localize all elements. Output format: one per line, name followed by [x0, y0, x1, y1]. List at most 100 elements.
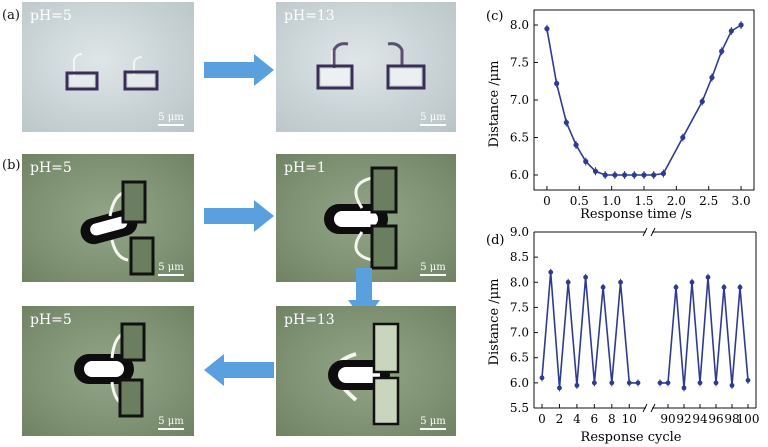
- chart-c-point: [651, 172, 657, 178]
- ph-label: pH=5: [30, 312, 72, 328]
- scale-label: 5 μm: [420, 262, 446, 273]
- chart-c-xtick-label: 2.5: [699, 194, 718, 208]
- chart-d-series-right-point: [721, 284, 727, 290]
- chart-c-xtick-label: 0.5: [570, 194, 589, 208]
- chart-c-panel-label: (c): [486, 9, 503, 24]
- chart-d-ytick-label: 5.5: [510, 401, 529, 415]
- chart-c-xtick-label: 0: [543, 194, 551, 208]
- chart-c: (c) Distance /μm Response time /s 0 0.5 1.…: [486, 9, 755, 222]
- chart-d-series-right-point: [705, 274, 711, 280]
- chart-d-xtick-label: 92: [676, 412, 691, 426]
- chart-c-point: [660, 170, 667, 177]
- chart-d-xtick-label: 98: [724, 412, 739, 426]
- chart-d-series-right-point: [697, 380, 703, 386]
- ph-label: pH=13: [284, 8, 335, 24]
- chart-c-ytick-label: 7.5: [510, 56, 529, 70]
- microstructure-drawing: [65, 53, 159, 91]
- chart-c-point: [583, 158, 589, 165]
- chart-c-ylabel: Distance /μm: [487, 61, 502, 148]
- chart-d-series-left-point: [600, 284, 606, 290]
- chart-d-xtick-label: 100: [737, 412, 760, 426]
- chart-c-point: [680, 134, 686, 141]
- chart-d-break-mark: [650, 403, 656, 413]
- micrograph-b-top-right: pH=1 5 μm: [276, 154, 456, 282]
- chart-d-series-left-point: [548, 269, 554, 275]
- scale-bar: 5 μm: [158, 112, 184, 126]
- scale-label: 5 μm: [158, 112, 184, 123]
- chart-d-series-left-point: [609, 380, 615, 386]
- chart-c-point: [602, 172, 608, 178]
- chart-d-series-left-point: [583, 274, 589, 280]
- chart-c-point: [709, 74, 715, 81]
- scale-label: 5 μm: [158, 416, 184, 427]
- chart-d-series-right-point: [729, 382, 735, 388]
- chart-d-ytick-label: 6.0: [510, 376, 529, 390]
- chart-d-series-left-point: [591, 380, 597, 386]
- chart-d-series-right-point: [713, 380, 719, 386]
- micrograph-b-bottom-right: pH=13 5 μm: [276, 306, 456, 436]
- chart-d: (d) Distance /μm Response cycle 5.5 6.0 6.…: [486, 225, 760, 445]
- chart-c-xtick-label: 1.5: [634, 194, 653, 208]
- microstructure-drawing: [74, 322, 146, 418]
- ph-label: pH=5: [30, 8, 72, 24]
- scale-bar: 5 μm: [420, 416, 446, 430]
- chart-c-ytick-label: 8.0: [510, 18, 529, 32]
- chart-d-series-left-point: [618, 279, 623, 285]
- scale-label: 5 μm: [158, 262, 184, 273]
- chart-d-xtick-label: 94: [692, 412, 708, 426]
- chart-d-xtick-label: 2: [556, 412, 564, 426]
- chart-d-series-right-point: [689, 279, 695, 285]
- chart-c-point: [641, 172, 647, 178]
- chart-c-xlabel: Response time /s: [580, 207, 692, 222]
- chart-c-xtick-label: 2.0: [667, 194, 686, 208]
- chart-c-point: [699, 98, 705, 105]
- micrograph-b-top-left: pH=5 5 μm: [22, 154, 194, 282]
- scale-bar: 5 μm: [420, 262, 446, 276]
- chart-c-point: [544, 26, 550, 32]
- chart-d-series-right-point: [657, 380, 663, 386]
- scale-bar: 5 μm: [420, 112, 446, 126]
- micrograph-b-bottom-left: pH=5 5 μm: [22, 306, 194, 436]
- microstructure-drawing: [80, 180, 155, 276]
- chart-d-ylabel: Distance /μm: [487, 279, 502, 366]
- ph-label: pH=1: [284, 160, 326, 176]
- chart-c-point: [612, 172, 618, 178]
- chart-d-series-left-point: [626, 380, 632, 386]
- scale-label: 5 μm: [420, 416, 446, 427]
- chart-d-series-left-point: [635, 380, 641, 386]
- chart-c-point: [563, 119, 569, 126]
- chart-d-ytick-label: 7.0: [510, 326, 529, 340]
- chart-d-xtick-label: 10: [622, 412, 637, 426]
- chart-d-break-mark: [650, 227, 656, 237]
- chart-d-series-left-point: [539, 375, 545, 381]
- chart-d-xtick-label: 4: [573, 412, 581, 426]
- chart-c-point: [719, 48, 725, 54]
- chart-d-series-left-point: [557, 385, 562, 391]
- scale-label: 5 μm: [420, 112, 446, 123]
- chart-d-series-right-point: [745, 377, 751, 383]
- chart-d-ytick-label: 9.0: [510, 225, 529, 239]
- chart-d-ytick-label: 8.0: [510, 275, 529, 289]
- chart-d-series-right-point: [681, 385, 687, 391]
- chart-c-xtick-label: 1.0: [602, 194, 621, 208]
- micrograph-a-right: pH=13 5 μm: [276, 2, 456, 132]
- microstructure-drawing: [324, 166, 398, 270]
- microstructure-drawing: [316, 42, 426, 90]
- ph-label: pH=13: [284, 312, 335, 328]
- chart-c-point: [621, 172, 628, 178]
- chart-d-series-left-point: [565, 279, 571, 285]
- chart-d-xtick-label: 6: [591, 412, 599, 426]
- arrow-right-b: [204, 200, 274, 232]
- chart-d-series-left-line: [541, 272, 638, 388]
- chart-d-series-right-point: [673, 284, 679, 290]
- chart-d-ytick-label: 7.5: [510, 300, 529, 314]
- chart-c-ytick-label: 6.5: [510, 131, 529, 145]
- micrograph-a-left: pH=5 5 μm: [22, 2, 194, 132]
- chart-c-frame: [533, 9, 755, 191]
- scale-bar: 5 μm: [158, 262, 184, 276]
- chart-d-xlabel: Response cycle: [581, 430, 682, 445]
- chart-c-ytick-label: 7.0: [510, 93, 529, 107]
- panel-label-a: (a): [2, 8, 20, 23]
- arrow-right-a: [204, 54, 274, 86]
- chart-c-point: [554, 80, 560, 87]
